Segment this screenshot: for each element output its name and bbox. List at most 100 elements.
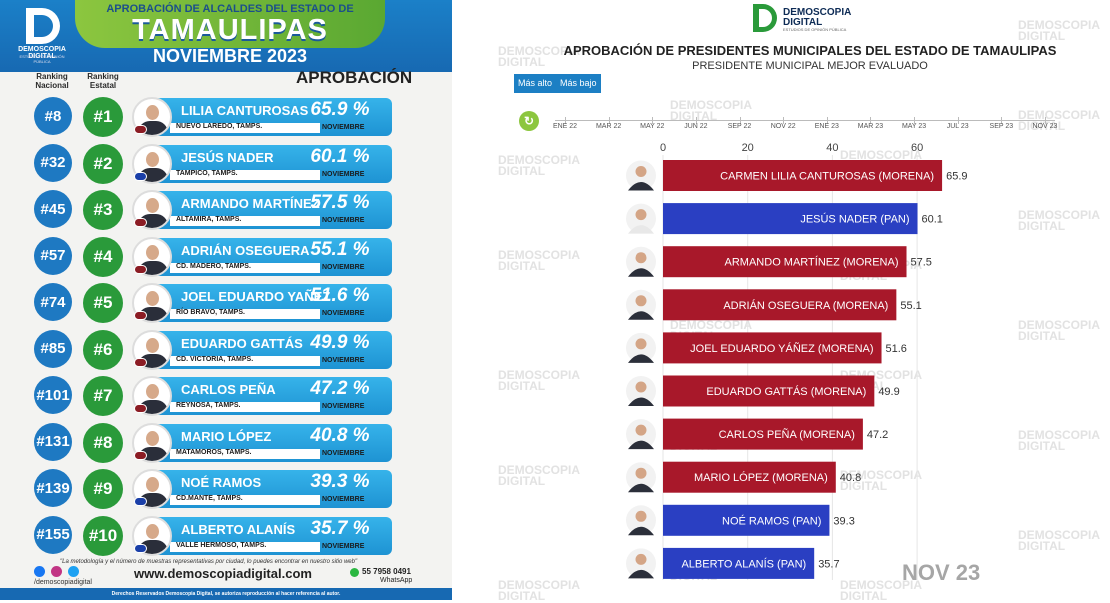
bar[interactable] <box>663 547 815 579</box>
sort-lowest-button[interactable]: Más bajo <box>556 74 601 93</box>
national-rank-badge: #139 <box>34 469 72 507</box>
avatar-head-icon <box>635 424 647 436</box>
replay-icon[interactable]: ↻ <box>519 111 539 131</box>
national-rank-badge: #45 <box>34 190 72 228</box>
timeline-label[interactable]: MAR 23 <box>857 123 884 130</box>
bar[interactable] <box>663 203 918 235</box>
bar-label: MARIO LÓPEZ (MORENA) <box>694 471 828 484</box>
x-tick-label: 60 <box>911 142 923 154</box>
photo-head <box>146 291 159 306</box>
avatar-head-icon <box>635 338 647 350</box>
approval-percent: 39.3 % <box>310 471 370 492</box>
city-strip <box>170 402 320 412</box>
national-rank-badge: #85 <box>34 329 72 368</box>
timeline-label[interactable]: ENE 23 <box>814 123 839 130</box>
bar-value: 51.6 <box>886 343 907 355</box>
timeline-tick <box>652 117 654 124</box>
party-logo-icon <box>134 450 147 460</box>
candidate-card <box>148 98 392 136</box>
timeline-label[interactable]: SEP 23 <box>989 123 1014 130</box>
state-rank-badge: #7 <box>83 376 123 416</box>
photo-head <box>146 430 159 446</box>
ranking-row: #32 #2 JESÚS NADER TAMPICO, TAMPS. 60.1 % NOV… <box>0 143 452 190</box>
header-title-banner <box>75 0 385 48</box>
logo-d-icon <box>26 8 60 44</box>
candidate-card <box>148 284 392 322</box>
watermark: DEMOSCOPIA DIGITAL <box>1018 318 1100 343</box>
timeline-label[interactable]: NOV 23 <box>1032 123 1058 130</box>
approval-percent: 55.1 % <box>310 238 370 260</box>
photo-head <box>146 337 159 353</box>
ranking-row: #131 #8 MARIO LÓPEZ MATAMOROS, TAMPS. 40.8 %… <box>0 422 452 469</box>
logo-line1: DEMOSCOPIA DIGITAL <box>783 7 852 28</box>
bar[interactable] <box>663 160 943 191</box>
header-month: NOVIEMBRE 2023 <box>152 46 308 66</box>
instagram-icon[interactable] <box>51 566 62 577</box>
watermark: DEMOSCOPIA DIGITAL <box>840 468 922 493</box>
chart-panel: DEMOSCOPIA DIGITAL DEMOSCOPIA DIGITAL DEMO… <box>470 0 1110 603</box>
candidate-name: ARMANDO MARTÍNEZ <box>181 196 320 211</box>
bar-label: ARMANDO MARTÍNEZ (MORENA) <box>725 256 899 269</box>
bar[interactable] <box>663 289 897 321</box>
x-tick-label: 20 <box>742 142 754 154</box>
state-rank-badge: #3 <box>83 190 123 230</box>
candidate-card <box>148 470 392 508</box>
bar-label: ADRIÁN OSEGUERA (MORENA) <box>723 299 888 312</box>
twitter-icon[interactable] <box>68 566 79 577</box>
bar[interactable] <box>663 418 863 450</box>
bar-value: 39.3 <box>833 515 854 527</box>
party-logo-icon <box>134 171 147 181</box>
avatar-body-icon <box>628 569 654 579</box>
bar-label: EDUARDO GATTÁS (MORENA) <box>706 385 866 398</box>
watermark: DEMOSCOPIA DIGITAL <box>498 578 580 603</box>
timeline-label[interactable]: SEP 22 <box>727 123 752 130</box>
avatar-head-icon <box>635 467 647 479</box>
timeline-label[interactable]: JUN 22 <box>684 123 708 130</box>
photo-head <box>146 477 159 492</box>
avatar-body-icon <box>628 526 654 536</box>
timeline-label[interactable]: NOV 22 <box>770 123 796 130</box>
bar[interactable] <box>663 461 836 493</box>
approval-month: NOVIEMBRE <box>322 356 365 364</box>
watermark: DEMOSCOPIA DIGITAL <box>1018 108 1100 133</box>
national-rank-badge: #101 <box>34 376 72 414</box>
bar-value: 60.1 <box>922 214 943 226</box>
timeline-label[interactable]: JUL 23 <box>946 123 969 130</box>
bar[interactable] <box>663 246 907 278</box>
timeline-label[interactable]: MAY 23 <box>901 123 927 130</box>
party-logo-icon <box>134 125 147 134</box>
ranking-row: #101 #7 CARLOS PEÑA REYNOSA, TAMPS. 47.2 % NO… <box>0 376 452 422</box>
ranking-row: #74 #5 JOEL EDUARDO YAÑEZ RÍO BRAVO, TAMPS.… <box>0 283 452 329</box>
timeline-tick <box>826 117 828 124</box>
chart-title: APROBACIÓN DE PRESIDENTES MUNICIPALES DE… <box>563 43 1057 58</box>
national-rank-badge: #155 <box>34 515 72 554</box>
avatar-body-icon <box>628 354 654 363</box>
approval-percent: 35.7 % <box>310 517 370 539</box>
sort-highest-button[interactable]: Más alto <box>514 74 557 93</box>
bar[interactable] <box>663 504 830 536</box>
timeline-tick <box>870 117 872 124</box>
approval-percent: 47.2 % <box>310 378 370 399</box>
website-link[interactable]: www.demoscopiadigital.com <box>134 566 312 581</box>
facebook-icon[interactable] <box>34 566 45 577</box>
header-title: TAMAULIPAS <box>132 14 328 46</box>
social-icons <box>34 566 79 577</box>
timeline-label[interactable]: MAR 22 <box>595 123 622 130</box>
watermark: DEMOSCOPIA DIGITAL <box>1018 528 1100 553</box>
candidate-card <box>148 191 392 229</box>
candidate-city: VALLE HERMOSO, TAMPS. <box>176 541 267 549</box>
avatar-head-icon <box>635 209 647 221</box>
ranking-row: #8 #1 LILIA CANTUROSAS NUEVO LAREDO, TAMPS.… <box>0 97 452 143</box>
bar[interactable] <box>663 332 882 364</box>
city-strip <box>170 216 320 226</box>
timeline-label[interactable]: ENE 22 <box>552 123 578 130</box>
approval-month: NOVIEMBRE <box>322 124 365 131</box>
party-logo-icon <box>134 357 147 367</box>
header-subtitle: APROBACIÓN DE ALCALDES DEL ESTADO DE <box>106 3 354 15</box>
national-rank-badge: #131 <box>34 422 72 461</box>
timeline-tick <box>1045 117 1046 124</box>
methodology-note: "La metodología y el número de muestras … <box>60 559 358 565</box>
timeline-label[interactable]: MAY 22 <box>640 123 665 130</box>
candidate-name: ALBERTO ALANÍS <box>181 521 296 537</box>
bar[interactable] <box>663 375 875 407</box>
